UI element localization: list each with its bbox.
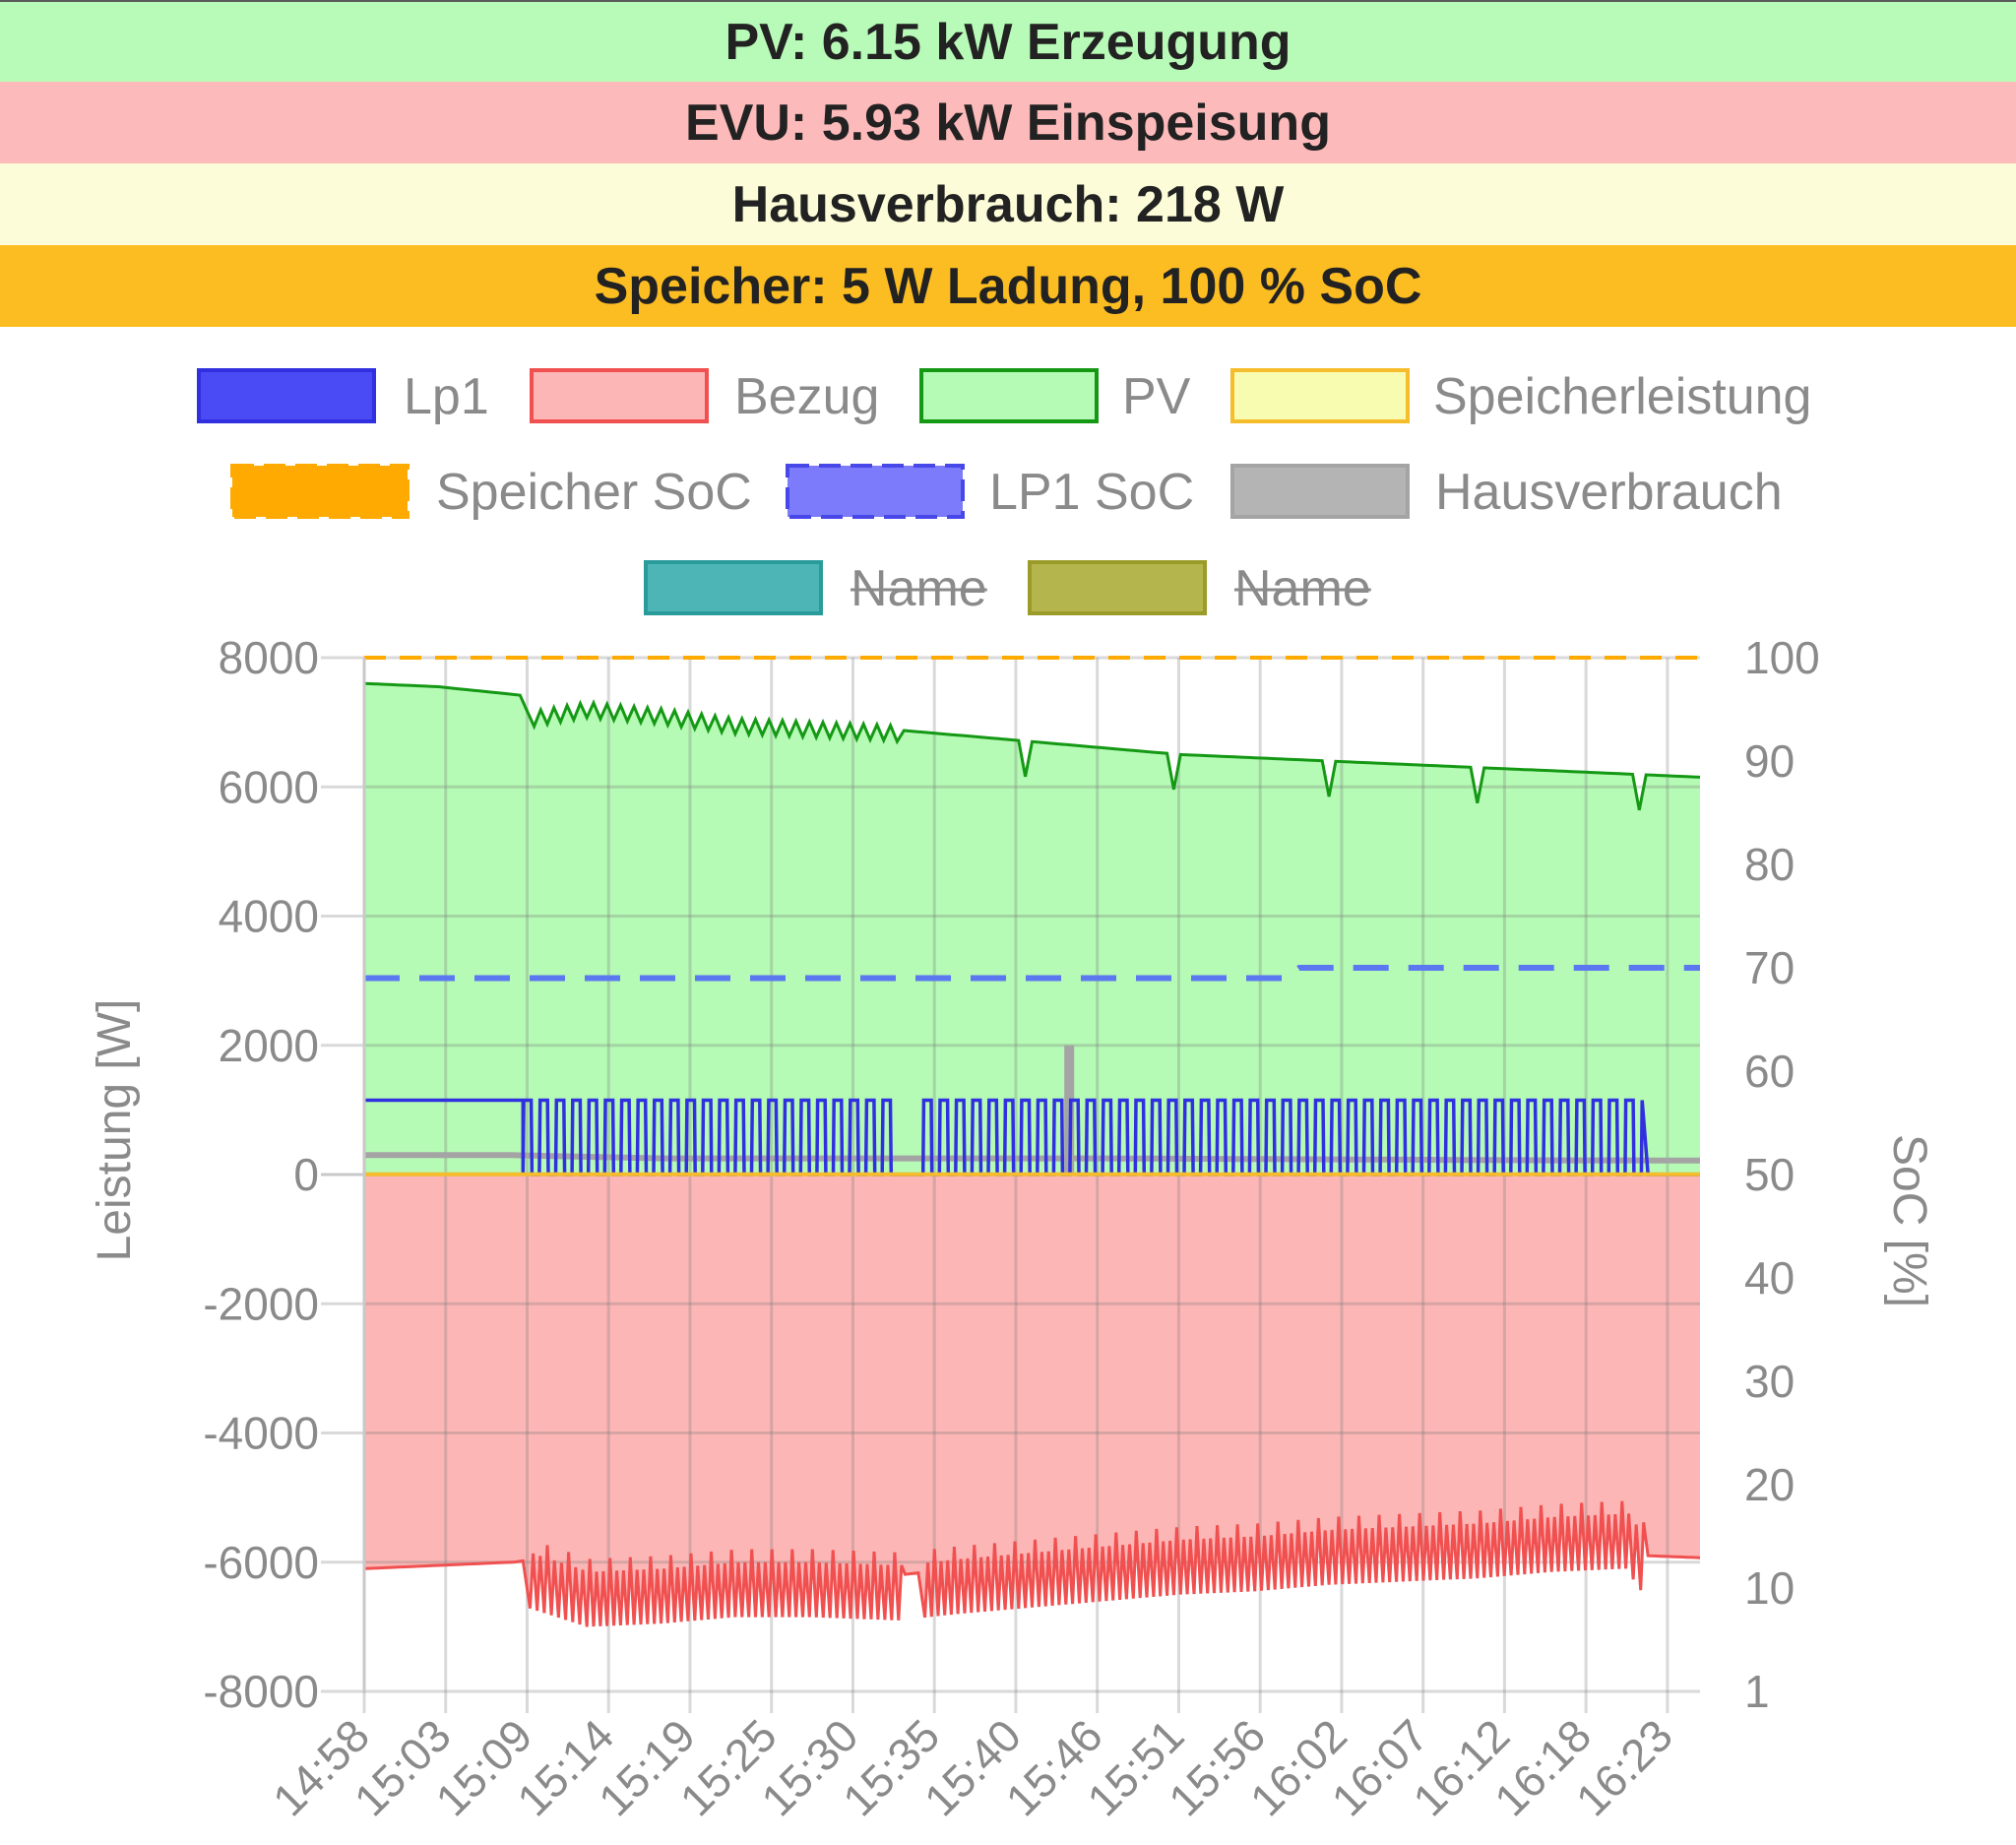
y-right-tick-label-8: 20 (1744, 1459, 1795, 1510)
series-lines (363, 656, 1701, 1627)
pv-area (364, 683, 1700, 1175)
bezug-line (363, 1500, 1701, 1627)
x-tick-label-16: 16:23 (1566, 1709, 1682, 1825)
legend-name-8-swatch (1028, 560, 1207, 615)
legend-speicher-soc-4-label: Speicher SoC (436, 464, 752, 521)
area-fills (364, 683, 1700, 1627)
y-right-tick-label-0: 100 (1744, 632, 1820, 683)
y-left-tick-label-7: -6000 (203, 1537, 319, 1588)
y-right-axis-title: SoC [%] (1883, 1134, 1935, 1307)
legend-lp1-0-label: Lp1 (404, 368, 489, 425)
legend-speicherleistung-3-swatch (1230, 368, 1410, 423)
legend-hausverbrauch-6-swatch (1230, 464, 1410, 519)
pv-status-bar: PV: 6.15 kW Erzeugung (0, 0, 2016, 82)
legend-speicherleistung-3-label: Speicherleistung (1433, 368, 1811, 425)
legend-bezug-1-label: Bezug (734, 368, 879, 425)
legend-speicher-soc-4-swatch (230, 464, 410, 519)
hausverbrauch-status-text: Hausverbrauch: 218 W (731, 175, 1285, 233)
chart-legend: Lp1 Bezug PV Speicherleistung Speicher SoC LP… (197, 368, 1811, 617)
y-right-tick-label-5: 50 (1744, 1149, 1795, 1200)
speicher-status-text: Speicher: 5 W Ladung, 100 % SoC (594, 257, 1422, 315)
y-left-tick-label-4: 0 (293, 1149, 319, 1200)
legend-lp1-soc-5-swatch (786, 464, 965, 519)
legend-name-7-swatch (644, 560, 823, 615)
legend-lp1-0-swatch (197, 368, 376, 423)
legend-lp1-soc-5-label: LP1 SoC (989, 464, 1194, 521)
grid-lines (321, 656, 1700, 1713)
pv-line (363, 681, 1701, 811)
evu-status-bar: EVU: 5.93 kW Einspeisung (0, 82, 2016, 163)
y-left-axis-title: Leistung [W] (89, 999, 141, 1262)
power-chart: Lp1 Bezug PV Speicherleistung Speicher SoC LP… (0, 327, 2016, 1845)
legend-bezug-1-swatch (530, 368, 709, 423)
legend-pv-2-swatch (919, 368, 1099, 423)
y-right-tick-label-10: 1 (1744, 1666, 1770, 1717)
y-left-tick-label-8: -8000 (203, 1666, 319, 1717)
lp1-soc-line (364, 965, 1700, 982)
y-right-tick-label-9: 10 (1744, 1562, 1795, 1614)
y-right-tick-label-4: 60 (1744, 1046, 1795, 1097)
pv-status-text: PV: 6.15 kW Erzeugung (724, 13, 1292, 71)
y-right-tick-label-6: 40 (1744, 1252, 1795, 1304)
y-left-tick-label-5: -2000 (203, 1278, 319, 1329)
y-right-tick-label-7: 30 (1744, 1356, 1795, 1407)
power-chart-svg: Lp1 Bezug PV Speicherleistung Speicher SoC LP… (89, 368, 1935, 1825)
y-right-tick-label-3: 70 (1744, 942, 1795, 993)
evu-status-text: EVU: 5.93 kW Einspeisung (685, 94, 1331, 152)
bezug-area (364, 1175, 1700, 1627)
y-left-tick-label-0: 8000 (219, 632, 319, 683)
y-right-tick-label-1: 90 (1744, 735, 1795, 787)
y-left-tick-label-3: 2000 (219, 1020, 319, 1071)
y-left-tick-label-2: 4000 (219, 891, 319, 942)
legend-hausverbrauch-6-label: Hausverbrauch (1435, 464, 1783, 521)
hausverbrauch-status-bar: Hausverbrauch: 218 W (0, 163, 2016, 245)
legend-pv-2-label: PV (1122, 368, 1191, 425)
y-left-tick-label-6: -4000 (203, 1408, 319, 1459)
y-left-tick-label-1: 6000 (219, 761, 319, 812)
speicher-status-bar: Speicher: 5 W Ladung, 100 % SoC (0, 245, 2016, 327)
y-right-tick-label-2: 80 (1744, 839, 1795, 890)
